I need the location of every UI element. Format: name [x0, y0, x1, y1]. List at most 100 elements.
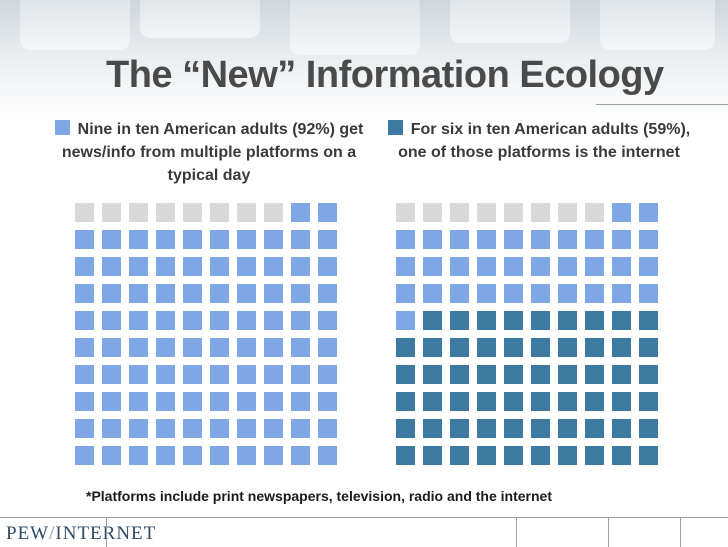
waffle-cell [156, 446, 175, 465]
waffle-cell [318, 365, 337, 384]
legend-swatch-multiple-platforms [54, 120, 70, 135]
waffle-cell [75, 311, 94, 330]
waffle-cell [156, 419, 175, 438]
waffle-cell [423, 257, 442, 276]
waffle-cell [504, 338, 523, 357]
waffle-cell [237, 446, 256, 465]
waffle-cell [156, 311, 175, 330]
waffle-cell [396, 446, 415, 465]
waffle-cell [102, 419, 121, 438]
waffle-cell [450, 203, 469, 222]
keyboard-key-shape [600, 0, 715, 50]
footer-divider [106, 518, 107, 547]
waffle-cell [75, 446, 94, 465]
waffle-cell [585, 311, 604, 330]
waffle-cell [102, 338, 121, 357]
waffle-cell [450, 338, 469, 357]
waffle-cell [396, 230, 415, 249]
waffle-cell [75, 203, 94, 222]
waffle-cell [639, 257, 658, 276]
waffle-cell [129, 419, 148, 438]
waffle-cell [291, 365, 310, 384]
waffle-cell [156, 365, 175, 384]
waffle-cell [210, 392, 229, 411]
waffle-cell [639, 203, 658, 222]
waffle-cell [639, 419, 658, 438]
waffle-cell [129, 392, 148, 411]
waffle-cell [450, 365, 469, 384]
waffle-cell [75, 365, 94, 384]
waffle-cell [477, 338, 496, 357]
waffle-cell [291, 284, 310, 303]
waffle-cell [264, 392, 283, 411]
waffle-cell [156, 203, 175, 222]
footer-divider [608, 518, 609, 547]
waffle-cell [558, 311, 577, 330]
waffle-cell [183, 365, 202, 384]
waffle-cell [396, 257, 415, 276]
waffle-cell [531, 284, 550, 303]
waffle-cell [396, 311, 415, 330]
waffle-cell [423, 392, 442, 411]
waffle-cell [129, 230, 148, 249]
waffle-cell [585, 446, 604, 465]
waffle-cell [318, 284, 337, 303]
waffle-cell [585, 257, 604, 276]
waffle-cell [504, 284, 523, 303]
waffle-cell [612, 338, 631, 357]
waffle-cell [237, 257, 256, 276]
waffle-cell [291, 419, 310, 438]
waffle-cell [558, 338, 577, 357]
waffle-cell [75, 419, 94, 438]
waffle-cell [210, 230, 229, 249]
waffle-cell [129, 257, 148, 276]
logo-slash: / [49, 523, 56, 544]
waffle-cell [585, 365, 604, 384]
waffle-cell [156, 257, 175, 276]
waffle-cell [396, 419, 415, 438]
waffle-cell [531, 419, 550, 438]
waffle-cell [210, 257, 229, 276]
waffle-cell [639, 230, 658, 249]
waffle-cell [639, 338, 658, 357]
waffle-cell [396, 365, 415, 384]
waffle-cell [504, 257, 523, 276]
waffle-cell [183, 338, 202, 357]
waffle-cell [264, 230, 283, 249]
waffle-cell [264, 203, 283, 222]
footnote: *Platforms include print newspapers, tel… [86, 488, 552, 504]
keyboard-key-shape [140, 0, 260, 38]
waffle-cell [210, 284, 229, 303]
waffle-cell [318, 419, 337, 438]
waffle-cell [531, 392, 550, 411]
waffle-cell [237, 203, 256, 222]
waffle-cell [450, 311, 469, 330]
waffle-cell [183, 203, 202, 222]
waffle-cell [237, 419, 256, 438]
waffle-cell [612, 284, 631, 303]
waffle-cell [318, 257, 337, 276]
waffle-cell [264, 419, 283, 438]
waffle-cell [639, 392, 658, 411]
waffle-cell [423, 284, 442, 303]
pew-internet-logo: PEW/INTERNET [6, 523, 156, 545]
waffle-cell [531, 446, 550, 465]
waffle-cell [237, 311, 256, 330]
waffle-cell [423, 203, 442, 222]
waffle-cell [129, 446, 148, 465]
waffle-cell [477, 446, 496, 465]
caption-left: Nine in ten American adults (92%) get ne… [54, 118, 364, 187]
waffle-cell [102, 392, 121, 411]
waffle-cell [504, 392, 523, 411]
waffle-cell [612, 392, 631, 411]
waffle-cell [102, 203, 121, 222]
waffle-cell [210, 203, 229, 222]
waffle-cell [423, 446, 442, 465]
waffle-cell [558, 446, 577, 465]
waffle-cell [396, 392, 415, 411]
footer-divider [680, 518, 681, 547]
waffle-cell [612, 230, 631, 249]
waffle-cell [558, 284, 577, 303]
waffle-cell [504, 311, 523, 330]
waffle-cell [612, 257, 631, 276]
